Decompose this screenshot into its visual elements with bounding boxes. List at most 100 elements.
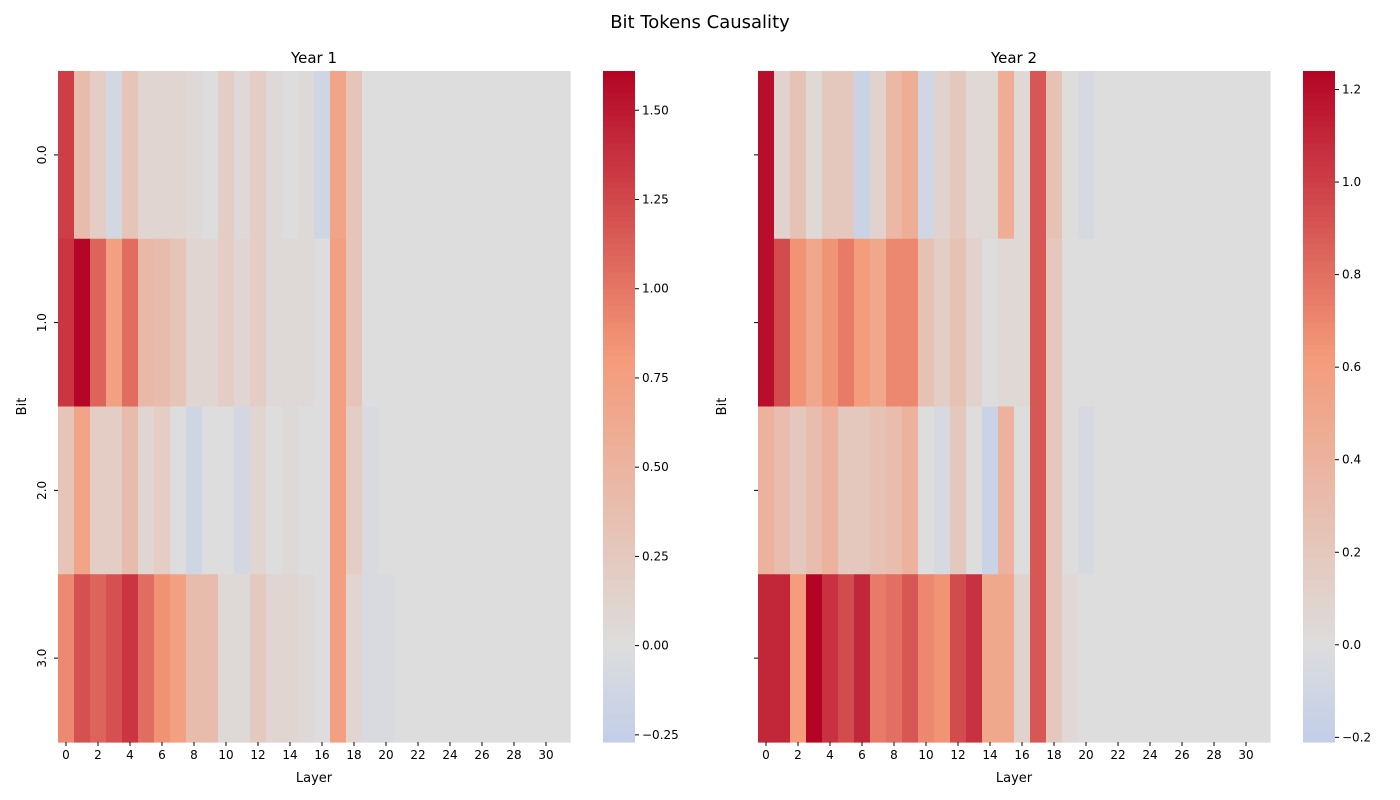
heatmap-cells [58, 71, 571, 743]
heatmap-cell [886, 71, 903, 240]
colorbar-segment [1303, 289, 1335, 296]
colorbar-segment [603, 512, 635, 519]
heatmap-cell [1254, 574, 1271, 743]
colorbar-segment [1303, 680, 1335, 687]
colorbar-segment [1303, 71, 1335, 78]
colorbar-segment [1303, 205, 1335, 212]
colorbar-tick-label: 0.00 [642, 639, 669, 653]
colorbar-tick-label: −0.25 [642, 728, 679, 742]
x-tick-label: 26 [1174, 748, 1189, 762]
colorbar-segment [603, 646, 635, 654]
colorbar-segment [1303, 272, 1335, 279]
heatmap-cell [250, 238, 267, 408]
heatmap-cell [1014, 238, 1031, 408]
heatmap-cell [982, 71, 999, 240]
colorbar-segment [1303, 194, 1335, 201]
heatmap-cell [154, 71, 171, 240]
colorbar-segment [603, 507, 635, 514]
heatmap-cell [298, 238, 315, 408]
heatmap-cell [138, 71, 155, 240]
colorbar-segment [603, 445, 635, 452]
heatmap-cell [838, 71, 855, 240]
heatmap-cell [1206, 406, 1223, 575]
colorbar-segment [603, 311, 635, 318]
colorbar-tick-label: 0.6 [1342, 360, 1361, 374]
colorbar-segment [1303, 177, 1335, 184]
heatmap-cell [1014, 406, 1031, 575]
colorbar-segment [603, 76, 635, 83]
heatmap-cell [410, 574, 427, 743]
heatmap-cell [218, 238, 235, 408]
colorbar-segment [603, 367, 635, 374]
colorbar-segment [603, 188, 635, 195]
heatmap-cell [362, 406, 379, 575]
colorbar-segment [603, 423, 635, 430]
colorbar-segment [1303, 714, 1335, 721]
heatmap-cell [1142, 574, 1159, 743]
subplot-title: Year 1 [290, 49, 337, 67]
colorbar-segment [603, 255, 635, 262]
colorbar-segment [1303, 171, 1335, 178]
colorbar-segment [603, 261, 635, 268]
x-tick-label: 22 [1110, 748, 1125, 762]
colorbar-tick-label: 1.25 [642, 192, 669, 206]
colorbar-segment [603, 333, 635, 340]
heatmap-cell [90, 406, 107, 575]
colorbar-segment [1303, 479, 1335, 486]
heatmap-cell [122, 574, 139, 743]
colorbar-segment [603, 669, 635, 676]
colorbar-segment [1303, 523, 1335, 531]
x-tick-label: 14 [282, 748, 297, 762]
heatmap-cell [790, 238, 807, 408]
colorbar-segment [603, 546, 635, 553]
colorbar-segment [1303, 344, 1335, 352]
colorbar-segment [603, 378, 635, 385]
y-axis-label: Bit [15, 398, 30, 416]
heatmap-cell [346, 238, 363, 408]
colorbar-tick-label: 1.2 [1342, 83, 1361, 97]
colorbar-segment [1303, 389, 1335, 396]
colorbar-segment [1303, 507, 1335, 514]
heatmap-cell [1014, 574, 1031, 743]
heatmap-cell [426, 406, 443, 575]
colorbar-segment [603, 557, 635, 564]
colorbar-segment [603, 641, 635, 648]
heatmap-cell [458, 574, 475, 743]
colorbar-segment [1303, 468, 1335, 475]
heatmap-cell [1126, 574, 1143, 743]
heatmap-cell [378, 71, 395, 240]
heatmap-cell [1094, 238, 1111, 408]
heatmap-cell [266, 238, 283, 408]
colorbar-segment [1303, 87, 1335, 94]
heatmap-cell [314, 406, 331, 575]
colorbar-segment [1303, 372, 1335, 380]
heatmap-cell [170, 71, 187, 240]
heatmap-cell [90, 574, 107, 743]
colorbar-segment [603, 691, 635, 698]
heatmap-cell [154, 406, 171, 575]
heatmap-cell [218, 71, 235, 240]
colorbar-segment [1303, 160, 1335, 167]
heatmap-cell [106, 574, 123, 743]
colorbar-segment [1303, 132, 1335, 139]
heatmap-year-1: Year 10 2 4 6 8 10 12 14 16 18 20 22 24 26 28 30Layer0.… [15, 49, 679, 786]
heatmap-cell [186, 406, 203, 575]
heatmap-cell [250, 71, 267, 240]
colorbar-segment [603, 468, 635, 475]
colorbar-segment [1303, 641, 1335, 648]
heatmap-cell [522, 406, 539, 575]
heatmap-cell [202, 71, 219, 240]
colorbar-segment [1303, 305, 1335, 313]
heatmap-cell [90, 238, 107, 408]
colorbar-segment [603, 551, 635, 559]
heatmap-cell [950, 238, 967, 408]
colorbar-segment [603, 372, 635, 380]
colorbar-tick-label: 1.0 [1342, 175, 1361, 189]
heatmap-cell [822, 238, 839, 408]
heatmap-cell [1238, 71, 1255, 240]
heatmap-cell [378, 238, 395, 408]
colorbar-segment [603, 132, 635, 139]
heatmap-cell [442, 574, 459, 743]
colorbar-segment [603, 110, 635, 117]
heatmap-cell [410, 238, 427, 408]
